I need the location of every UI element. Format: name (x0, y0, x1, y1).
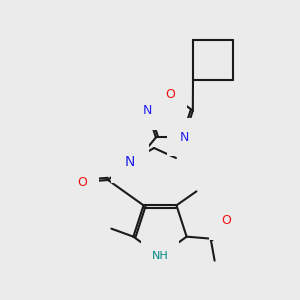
Text: NH: NH (152, 251, 168, 261)
Text: O: O (77, 176, 87, 188)
Text: O: O (165, 88, 175, 100)
Text: N: N (142, 104, 152, 117)
Text: N: N (179, 131, 189, 144)
Text: O: O (222, 214, 232, 227)
Text: N: N (125, 155, 135, 169)
